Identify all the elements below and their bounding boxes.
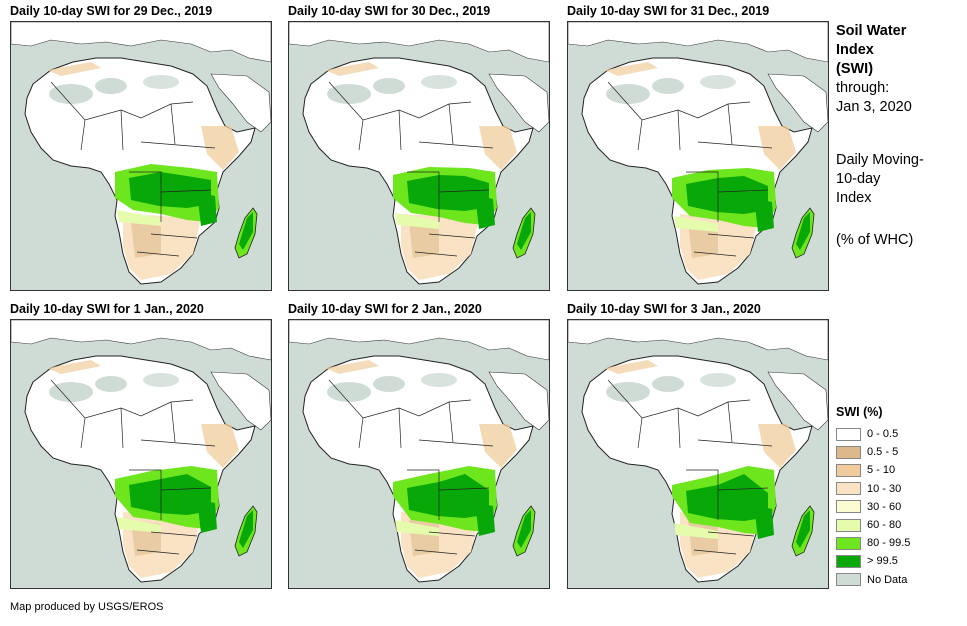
- legend-item: No Data: [836, 571, 961, 589]
- units-label: (% of WHC): [836, 232, 914, 248]
- legend-swatch: [836, 482, 861, 496]
- legend-swatch: [836, 445, 861, 459]
- africa-map: [288, 21, 550, 291]
- legend-swatch: [836, 573, 861, 587]
- legend-item: > 99.5: [836, 552, 961, 570]
- africa-map: [10, 319, 272, 589]
- map-panel-6: Daily 10-day SWI for 3 Jan., 2020: [567, 302, 835, 593]
- panel-title: Daily 10-day SWI for 3 Jan., 2020: [567, 302, 761, 316]
- legend-label: 0 - 0.5: [867, 428, 899, 441]
- legend-label: 5 - 10: [867, 464, 896, 477]
- panel-title: Daily 10-day SWI for 2 Jan., 2020: [288, 302, 482, 316]
- legend: SWI (%) 0 - 0.5 0.5 - 5 5 - 10 10 - 30 3…: [836, 405, 961, 589]
- legend-label: > 99.5: [867, 555, 898, 568]
- legend-item: 10 - 30: [836, 480, 961, 498]
- panel-title: Daily 10-day SWI for 29 Dec., 2019: [10, 4, 213, 18]
- legend-item: 30 - 60: [836, 498, 961, 516]
- title-line: Soil Water: [836, 23, 907, 39]
- legend-item: 60 - 80: [836, 516, 961, 534]
- legend-swatch: [836, 500, 861, 514]
- panel-title: Daily 10-day SWI for 30 Dec., 2019: [288, 4, 491, 18]
- index-line: Daily Moving-: [836, 152, 924, 168]
- index-line: 10-day: [836, 171, 881, 187]
- legend-swatch: [836, 463, 861, 477]
- map-description: Soil Water Index (SWI) through: Jan 3, 2…: [836, 22, 961, 250]
- legend-item: 0 - 0.5: [836, 425, 961, 443]
- legend-swatch: [836, 536, 861, 550]
- legend-swatch: [836, 427, 861, 441]
- credit-text: Map produced by USGS/EROS: [10, 601, 164, 613]
- panel-title: Daily 10-day SWI for 31 Dec., 2019: [567, 4, 770, 18]
- africa-map: [567, 319, 829, 589]
- through-label: through:: [836, 80, 890, 96]
- through-date: Jan 3, 2020: [836, 99, 912, 115]
- map-panel-1: Daily 10-day SWI for 29 Dec., 2019: [10, 4, 278, 295]
- map-panel-2: Daily 10-day SWI for 30 Dec., 2019: [288, 4, 556, 295]
- legend-label: 80 - 99.5: [867, 537, 911, 550]
- map-panel-4: Daily 10-day SWI for 1 Jan., 2020: [10, 302, 278, 593]
- legend-title: SWI (%): [836, 405, 883, 419]
- africa-map: [10, 21, 272, 291]
- title-line: (SWI): [836, 61, 874, 77]
- legend-label: 10 - 30: [867, 482, 902, 495]
- legend-label: 60 - 80: [867, 519, 902, 532]
- map-panel-5: Daily 10-day SWI for 2 Jan., 2020: [288, 302, 556, 593]
- legend-item: 80 - 99.5: [836, 534, 961, 552]
- map-panel-3: Daily 10-day SWI for 31 Dec., 2019: [567, 4, 835, 295]
- index-line: Index: [836, 190, 872, 206]
- legend-label: 30 - 60: [867, 500, 902, 513]
- panel-title: Daily 10-day SWI for 1 Jan., 2020: [10, 302, 204, 316]
- africa-map: [288, 319, 550, 589]
- legend-swatch: [836, 518, 861, 532]
- legend-swatch: [836, 554, 861, 568]
- legend-item: 0.5 - 5: [836, 443, 961, 461]
- legend-item: 5 - 10: [836, 461, 961, 479]
- legend-label: 0.5 - 5: [867, 446, 899, 459]
- africa-map: [567, 21, 829, 291]
- title-line: Index: [836, 42, 874, 58]
- legend-label: No Data: [867, 573, 908, 586]
